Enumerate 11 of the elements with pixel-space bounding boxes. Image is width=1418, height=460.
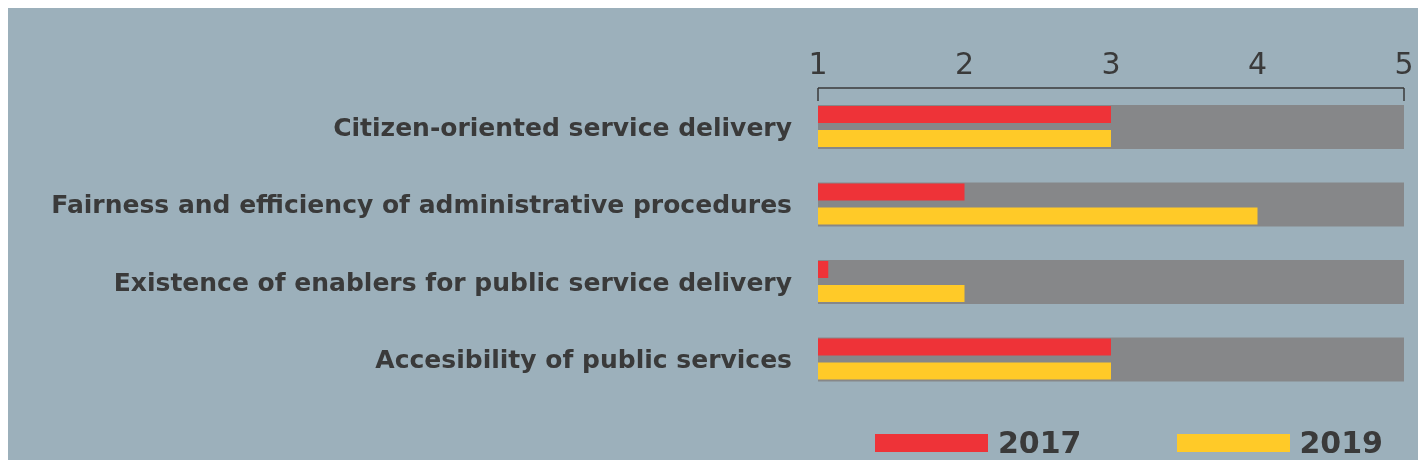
y-tick-label: Fairness and efficiency of administrative procedures (51, 190, 792, 220)
x-tick-label: 4 (1247, 46, 1268, 81)
y-tick-label: Existence of enablers for public service delivery (113, 267, 792, 297)
x-tick-label: 2 (954, 46, 975, 81)
legend-label: 2019 (1299, 425, 1383, 460)
legend-label: 2017 (998, 425, 1082, 460)
x-tick-label: 3 (1101, 46, 1121, 81)
y-tick-label: Accesibility of public services (375, 345, 792, 375)
x-tick-label: 5 (1394, 46, 1414, 81)
y-tick-label: Citizen-oriented service delivery (333, 112, 792, 142)
x-tick-label: 1 (808, 46, 828, 81)
